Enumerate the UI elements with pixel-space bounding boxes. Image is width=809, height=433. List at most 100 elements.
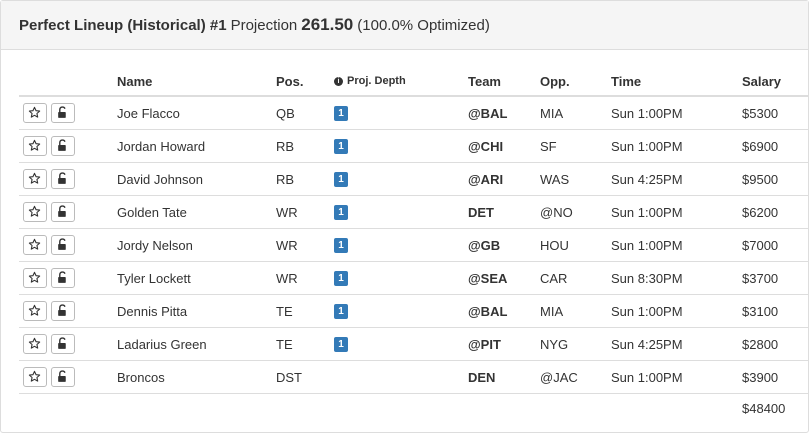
projection-value: 261.50: [301, 15, 354, 34]
favorite-button[interactable]: [23, 202, 47, 222]
depth-badge: 1: [334, 304, 348, 320]
game-time: Sun 1:00PM: [611, 129, 742, 163]
player-team: DEN: [468, 360, 540, 394]
player-position: RB: [276, 162, 334, 196]
player-position: TE: [276, 294, 334, 328]
player-opponent: WAS: [540, 162, 611, 196]
player-depth: [334, 360, 468, 394]
table-row: Ladarius Green TE 1 @PIT NYG Sun 4:25PM …: [19, 327, 809, 361]
lineup-title: Perfect Lineup (Historical) #1: [19, 16, 227, 34]
total-spacer: [19, 393, 117, 422]
name-header: Name: [117, 67, 276, 97]
lock-button[interactable]: [51, 334, 75, 354]
player-name: Dennis Pitta: [117, 294, 276, 328]
lock-button[interactable]: [51, 268, 75, 288]
lock-button[interactable]: [51, 367, 75, 387]
total-salary: $48400: [742, 393, 809, 422]
player-team: DET: [468, 195, 540, 229]
player-name: Jordy Nelson: [117, 228, 276, 262]
panel-heading: Perfect Lineup (Historical) #1 Projectio…: [1, 1, 808, 50]
total-spacer: [276, 393, 334, 422]
star-icon: [28, 238, 41, 250]
depth-badge: 1: [334, 238, 348, 254]
total-spacer: [334, 393, 468, 422]
player-depth: 1: [334, 327, 468, 361]
row-actions: [19, 95, 117, 130]
star-icon: [28, 370, 41, 382]
table-row: Tyler Lockett WR 1 @SEA CAR Sun 8:30PM $…: [19, 261, 809, 295]
player-name: Golden Tate: [117, 195, 276, 229]
total-spacer: [540, 393, 611, 422]
total-spacer: [611, 393, 742, 422]
player-position: TE: [276, 327, 334, 361]
time-header: Time: [611, 67, 742, 97]
unlock-icon: [58, 304, 66, 316]
row-actions: [19, 162, 117, 196]
star-icon: [28, 172, 41, 184]
player-opponent: MIA: [540, 95, 611, 130]
player-position: WR: [276, 195, 334, 229]
game-time: Sun 1:00PM: [611, 360, 742, 394]
favorite-button[interactable]: [23, 268, 47, 288]
depth-badge: 1: [334, 139, 348, 155]
info-icon[interactable]: i: [334, 76, 343, 86]
favorite-button[interactable]: [23, 103, 47, 123]
depth-header: i Proj. Depth: [334, 67, 468, 97]
player-team: @GB: [468, 228, 540, 262]
depth-badge: 1: [334, 172, 348, 188]
table-row: Jordy Nelson WR 1 @GB HOU Sun 1:00PM $70…: [19, 228, 809, 262]
lock-button[interactable]: [51, 202, 75, 222]
favorite-button[interactable]: [23, 136, 47, 156]
unlock-icon: [58, 337, 66, 349]
player-name: David Johnson: [117, 162, 276, 196]
depth-header-label: Proj. Depth: [347, 75, 406, 87]
depth-badge: 1: [334, 106, 348, 122]
game-time: Sun 4:25PM: [611, 327, 742, 361]
player-salary: $3100: [742, 294, 809, 328]
lock-button[interactable]: [51, 103, 75, 123]
favorite-button[interactable]: [23, 301, 47, 321]
player-team: @PIT: [468, 327, 540, 361]
player-salary: $7000: [742, 228, 809, 262]
lock-button[interactable]: [51, 301, 75, 321]
player-depth: 1: [334, 294, 468, 328]
player-position: QB: [276, 95, 334, 130]
row-actions: [19, 195, 117, 229]
game-time: Sun 8:30PM: [611, 261, 742, 295]
player-depth: 1: [334, 261, 468, 295]
player-salary: $6900: [742, 129, 809, 163]
player-salary: $3700: [742, 261, 809, 295]
player-position: WR: [276, 228, 334, 262]
optimized-text: (100.0% Optimized): [357, 16, 490, 34]
lock-button[interactable]: [51, 136, 75, 156]
lock-button[interactable]: [51, 169, 75, 189]
unlock-icon: [58, 370, 66, 382]
player-depth: 1: [334, 95, 468, 130]
lock-button[interactable]: [51, 235, 75, 255]
player-team: @CHI: [468, 129, 540, 163]
player-opponent: CAR: [540, 261, 611, 295]
table-row: Dennis Pitta TE 1 @BAL MIA Sun 1:00PM $3…: [19, 294, 809, 328]
table-row: David Johnson RB 1 @ARI WAS Sun 4:25PM $…: [19, 162, 809, 196]
unlock-icon: [58, 238, 66, 250]
depth-badge: 1: [334, 205, 348, 221]
player-opponent: @NO: [540, 195, 611, 229]
game-time: Sun 1:00PM: [611, 195, 742, 229]
favorite-button[interactable]: [23, 235, 47, 255]
game-time: Sun 4:25PM: [611, 162, 742, 196]
player-team: @ARI: [468, 162, 540, 196]
favorite-button[interactable]: [23, 169, 47, 189]
team-header: Team: [468, 67, 540, 97]
favorite-button[interactable]: [23, 367, 47, 387]
total-spacer: [468, 393, 540, 422]
unlock-icon: [58, 106, 66, 118]
player-position: WR: [276, 261, 334, 295]
player-salary: $3900: [742, 360, 809, 394]
table-row: Broncos DST DEN @JAC Sun 1:00PM $3900: [19, 360, 809, 394]
star-icon: [28, 139, 41, 151]
player-depth: 1: [334, 195, 468, 229]
game-time: Sun 1:00PM: [611, 294, 742, 328]
favorite-button[interactable]: [23, 334, 47, 354]
salary-header: Salary: [742, 67, 809, 97]
